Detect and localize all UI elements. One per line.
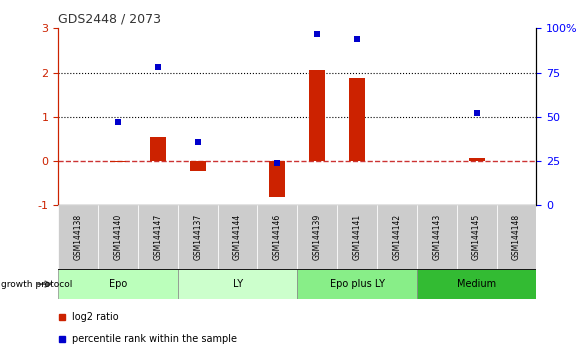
Bar xyxy=(456,205,497,269)
Bar xyxy=(58,205,98,269)
Text: GSM144147: GSM144147 xyxy=(153,214,163,260)
Text: percentile rank within the sample: percentile rank within the sample xyxy=(72,334,237,344)
Bar xyxy=(377,205,417,269)
Bar xyxy=(110,161,126,162)
Text: GSM144142: GSM144142 xyxy=(392,214,402,260)
Bar xyxy=(178,205,217,269)
Text: GSM144139: GSM144139 xyxy=(312,214,322,260)
Text: GSM144146: GSM144146 xyxy=(273,214,282,260)
Bar xyxy=(417,205,456,269)
Bar xyxy=(309,70,325,161)
Text: growth protocol: growth protocol xyxy=(1,280,72,289)
Bar xyxy=(98,205,138,269)
Text: GSM144140: GSM144140 xyxy=(114,214,122,260)
Bar xyxy=(297,269,417,299)
Bar xyxy=(469,159,484,161)
Bar xyxy=(269,161,286,198)
Bar xyxy=(258,205,297,269)
Text: GSM144138: GSM144138 xyxy=(73,214,83,260)
Bar xyxy=(337,205,377,269)
Bar xyxy=(138,205,178,269)
Text: GSM144144: GSM144144 xyxy=(233,214,242,260)
Text: log2 ratio: log2 ratio xyxy=(72,312,119,322)
Bar xyxy=(297,205,337,269)
Bar xyxy=(217,205,258,269)
Text: GSM144145: GSM144145 xyxy=(472,214,481,260)
Text: GSM144148: GSM144148 xyxy=(512,214,521,260)
Text: Epo: Epo xyxy=(109,279,127,289)
Text: GSM144141: GSM144141 xyxy=(353,214,361,260)
Text: GSM144143: GSM144143 xyxy=(432,214,441,260)
Bar xyxy=(417,269,536,299)
Text: Medium: Medium xyxy=(457,279,496,289)
Bar xyxy=(190,161,206,171)
Bar xyxy=(58,269,178,299)
Text: GSM144137: GSM144137 xyxy=(193,214,202,260)
Bar xyxy=(178,269,297,299)
Text: LY: LY xyxy=(233,279,243,289)
Bar xyxy=(150,137,166,161)
Bar xyxy=(349,78,365,161)
Bar xyxy=(497,205,536,269)
Text: Epo plus LY: Epo plus LY xyxy=(329,279,385,289)
Text: GDS2448 / 2073: GDS2448 / 2073 xyxy=(58,13,161,26)
